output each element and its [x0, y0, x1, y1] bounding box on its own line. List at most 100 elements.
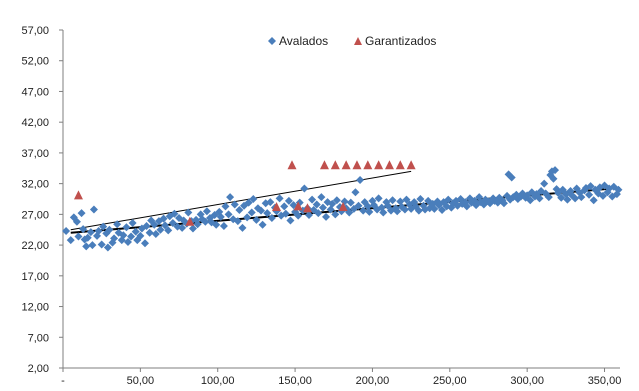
y-tick-label: 42,00: [21, 117, 49, 129]
y-tick-label: 2,00: [28, 363, 49, 375]
point-avalados: [263, 209, 272, 218]
point-avalados: [249, 195, 258, 203]
point-avalados: [142, 222, 151, 231]
y-tick-label: 37,00: [21, 148, 49, 160]
point-avalados: [356, 175, 365, 184]
point-avalados: [74, 232, 83, 241]
point-avalados: [400, 205, 409, 214]
legend-marker-avalados: [268, 37, 276, 45]
x-tick-label: 300,00: [510, 375, 544, 387]
point-avalados: [238, 223, 247, 232]
point-avalados: [226, 193, 235, 202]
series-garantizados: [73, 160, 416, 226]
point-avalados: [507, 173, 516, 182]
point-avalados: [110, 234, 119, 243]
point-avalados: [230, 200, 239, 209]
point-avalados: [131, 227, 140, 236]
point-avalados: [88, 241, 97, 250]
point-garantizados: [363, 160, 373, 170]
point-avalados: [444, 195, 453, 204]
point-avalados: [286, 216, 295, 225]
point-avalados: [563, 195, 572, 204]
point-garantizados: [272, 201, 282, 211]
point-avalados: [314, 209, 323, 218]
point-avalados: [589, 196, 598, 205]
point-avalados: [383, 201, 392, 210]
point-avalados: [105, 225, 114, 234]
point-avalados: [221, 202, 230, 211]
point-avalados: [281, 209, 290, 218]
point-avalados: [119, 231, 128, 240]
point-garantizados: [338, 201, 348, 211]
point-avalados: [354, 201, 363, 210]
point-garantizados: [185, 216, 195, 226]
point-avalados: [577, 193, 586, 202]
trendline-garantizados: [70, 170, 412, 231]
point-avalados: [540, 179, 549, 188]
point-garantizados: [406, 160, 416, 170]
point-avalados: [331, 210, 340, 219]
point-avalados: [224, 210, 233, 219]
point-avalados: [312, 200, 321, 209]
point-avalados: [123, 238, 132, 247]
point-avalados: [551, 166, 560, 175]
point-avalados: [188, 224, 197, 233]
point-avalados: [544, 193, 553, 202]
point-avalados: [79, 225, 88, 234]
legend-label-avalados: Avalados: [279, 34, 328, 48]
point-avalados: [257, 206, 266, 215]
point-avalados: [328, 199, 337, 208]
point-avalados: [275, 194, 284, 203]
point-avalados: [89, 205, 98, 214]
point-avalados: [170, 209, 179, 218]
point-avalados: [379, 208, 388, 217]
y-tick-label: 7,00: [28, 332, 49, 344]
point-avalados: [374, 194, 383, 203]
point-avalados: [127, 232, 136, 241]
point-garantizados: [287, 160, 297, 170]
point-avalados: [305, 210, 314, 219]
point-garantizados: [384, 160, 394, 170]
point-avalados: [614, 185, 623, 194]
point-avalados: [184, 208, 193, 217]
x-tick-label: 50,00: [127, 375, 155, 387]
point-avalados: [113, 220, 122, 229]
point-avalados: [202, 207, 211, 216]
y-tick-label: 52,00: [21, 56, 49, 68]
point-avalados: [82, 242, 91, 251]
point-avalados: [243, 213, 252, 222]
x-tick-label: -: [61, 375, 65, 387]
point-avalados: [156, 225, 165, 234]
point-avalados: [598, 191, 607, 200]
point-avalados: [300, 184, 309, 193]
point-avalados: [150, 220, 159, 229]
point-avalados: [164, 226, 173, 235]
point-avalados: [294, 211, 303, 220]
point-avalados: [99, 222, 108, 231]
point-avalados: [128, 218, 137, 227]
point-avalados: [233, 217, 242, 226]
x-tick-label: 250,00: [433, 375, 467, 387]
point-avalados: [388, 196, 397, 205]
point-avalados: [557, 193, 566, 202]
point-avalados: [365, 207, 374, 216]
y-tick-label: 47,00: [21, 86, 49, 98]
point-avalados: [430, 204, 439, 213]
point-avalados: [193, 220, 202, 229]
y-tick-label: 22,00: [21, 240, 49, 252]
y-tick-label: 17,00: [21, 271, 49, 283]
point-avalados: [267, 214, 276, 223]
point-avalados: [161, 221, 170, 230]
point-avalados: [219, 222, 228, 231]
point-avalados: [535, 194, 544, 203]
point-avalados: [212, 220, 221, 229]
point-avalados: [235, 206, 244, 215]
point-avalados: [247, 208, 256, 217]
point-garantizados: [341, 160, 351, 170]
point-garantizados: [374, 160, 384, 170]
x-tick-label: 200,00: [356, 375, 390, 387]
point-avalados: [62, 226, 71, 235]
point-avalados: [322, 212, 331, 221]
point-avalados: [308, 195, 317, 204]
